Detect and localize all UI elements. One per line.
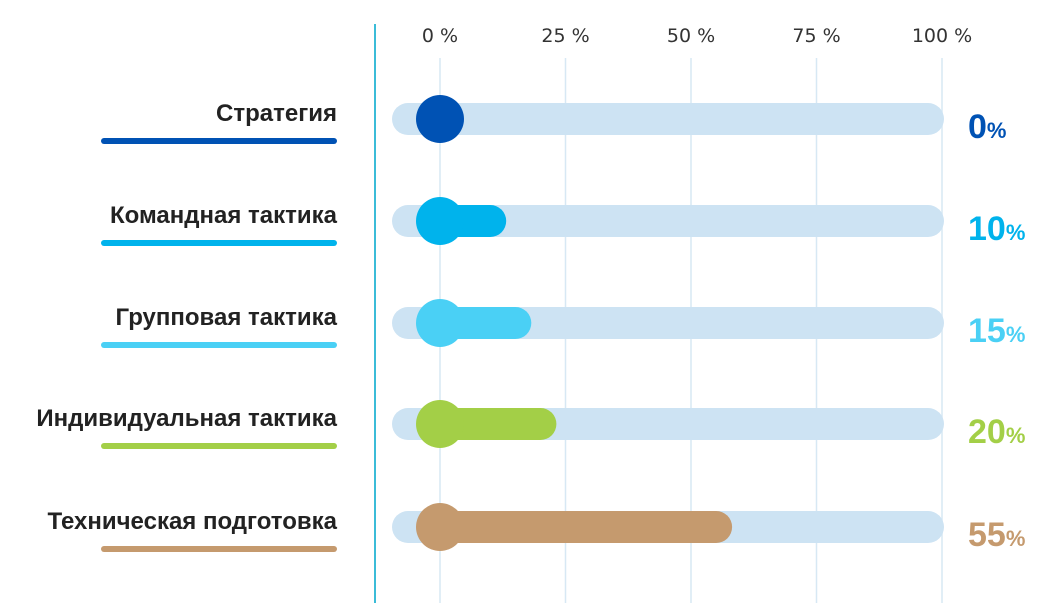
value-percent-sign: % [1006, 322, 1026, 347]
value-label: 55% [968, 516, 1025, 554]
category-label: Стратегия [216, 100, 337, 127]
bar-row: Командная тактика 10% [101, 197, 1025, 248]
value-number: 55 [968, 516, 1006, 554]
bar-row: Индивидуальная тактика 20% [36, 400, 1025, 451]
category-label: Индивидуальная тактика [36, 405, 337, 432]
value-label: 15% [968, 312, 1025, 350]
category-underline [101, 138, 337, 144]
bar-row: Групповая тактика 15% [101, 299, 1025, 350]
bar-rows: Стратегия 0%Командная тактика 10%Групповая… [36, 95, 1025, 554]
category-underline [101, 240, 337, 246]
bar-row: Техническая подготовка 55% [48, 503, 1025, 554]
bar-track [392, 103, 944, 135]
category-label: Командная тактика [110, 202, 338, 229]
bar-start-dot [416, 197, 464, 245]
value-number: 0 [968, 108, 987, 146]
value-label: 20% [968, 413, 1025, 451]
bar-fill [440, 511, 733, 543]
x-tick-labels: 0 % 25 % 50 % 75 % 100 % [422, 25, 972, 47]
category-underline [101, 342, 337, 348]
category-underline [101, 443, 337, 449]
value-label: 10% [968, 210, 1025, 248]
value-label: 0% [968, 108, 1006, 146]
x-tick-label: 25 % [541, 25, 589, 47]
value-number: 15 [968, 312, 1006, 350]
value-number: 20 [968, 413, 1006, 451]
value-number: 10 [968, 210, 1006, 248]
x-tick-label: 100 % [912, 25, 972, 47]
x-tick-label: 50 % [667, 25, 715, 47]
category-label: Групповая тактика [116, 304, 338, 331]
category-label: Техническая подготовка [48, 508, 338, 535]
bar-row: Стратегия 0% [101, 95, 1006, 146]
bar-start-dot [416, 503, 464, 551]
x-tick-label: 75 % [792, 25, 840, 47]
bar-track [392, 307, 944, 339]
bar-fill [440, 307, 532, 339]
x-tick-label: 0 % [422, 25, 458, 47]
bar-track [392, 205, 944, 237]
bar-start-dot [416, 95, 464, 143]
value-percent-sign: % [987, 118, 1007, 143]
value-percent-sign: % [1006, 526, 1026, 551]
bar-start-dot [416, 299, 464, 347]
bar-start-dot [416, 400, 464, 448]
category-underline [101, 546, 337, 552]
value-percent-sign: % [1006, 423, 1026, 448]
value-percent-sign: % [1006, 220, 1026, 245]
bar-fill [440, 408, 557, 440]
